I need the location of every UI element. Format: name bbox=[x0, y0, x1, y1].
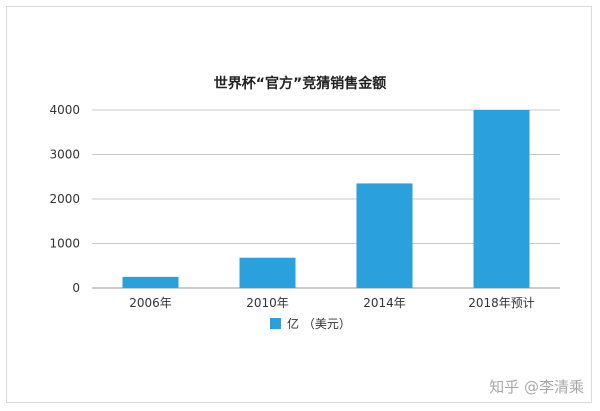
chart-title: 世界杯“官方”竞猜销售金额 bbox=[214, 75, 386, 92]
bar bbox=[356, 183, 413, 288]
x-axis-tick-labels: 2006年 2010年 2014年 2018年预计 bbox=[129, 296, 535, 310]
x-tick-label: 2018年预计 bbox=[468, 296, 535, 310]
bar bbox=[473, 110, 530, 288]
y-tick-label: 2000 bbox=[49, 192, 80, 206]
y-tick-label: 0 bbox=[72, 281, 80, 295]
legend: 亿 （美元） bbox=[270, 316, 351, 331]
bars bbox=[122, 110, 530, 288]
x-tick-label: 2006年 bbox=[129, 296, 172, 310]
legend-swatch bbox=[270, 318, 281, 329]
bar bbox=[122, 276, 179, 288]
x-tick-label: 2014年 bbox=[363, 296, 406, 310]
x-tick-label: 2010年 bbox=[246, 296, 289, 310]
bar bbox=[239, 257, 296, 288]
watermark-text: 知乎 @李清乘 bbox=[489, 378, 584, 396]
legend-label: 亿 （美元） bbox=[287, 316, 351, 331]
y-tick-label: 4000 bbox=[49, 103, 80, 117]
y-tick-label: 3000 bbox=[49, 148, 80, 162]
y-tick-label: 1000 bbox=[49, 237, 80, 251]
y-axis-tick-labels: 0 1000 2000 3000 4000 bbox=[49, 103, 80, 295]
